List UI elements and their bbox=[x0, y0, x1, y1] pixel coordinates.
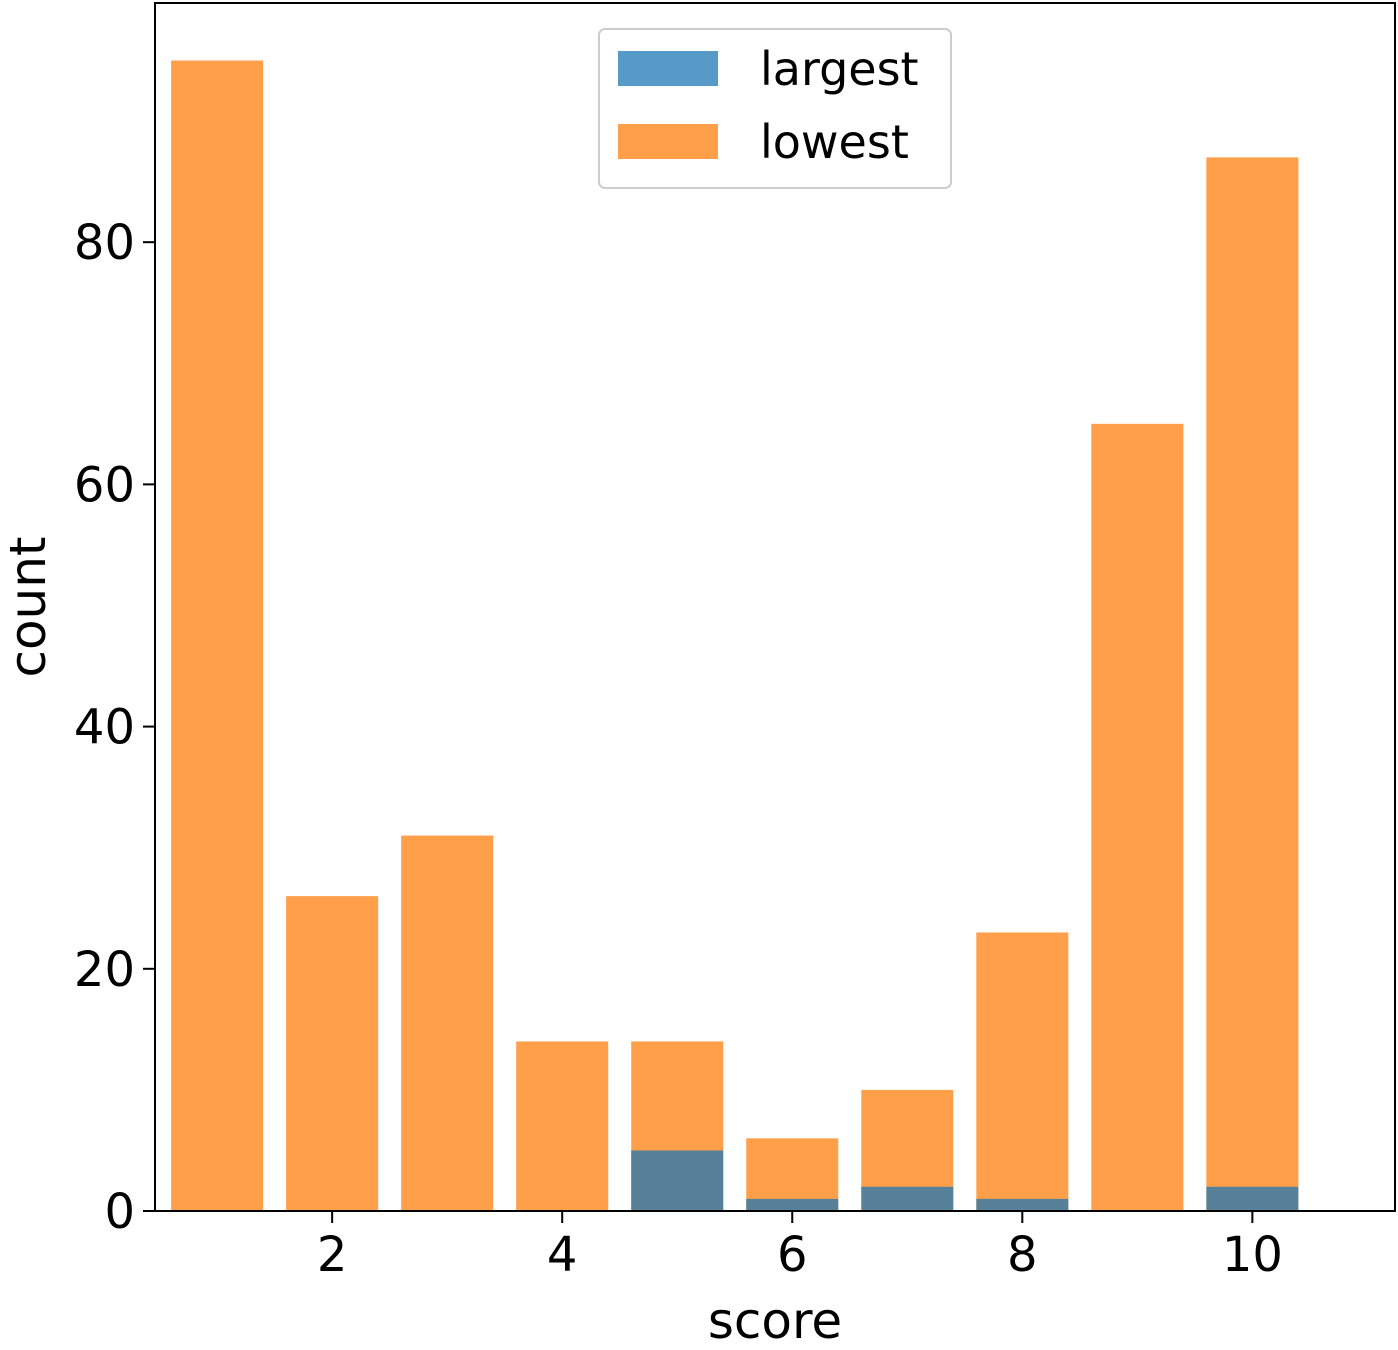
bar-largest-7 bbox=[861, 1186, 954, 1211]
y-tick-label-40: 40 bbox=[74, 700, 135, 756]
x-tick-label-4: 4 bbox=[547, 1227, 578, 1283]
y-tick-label-80: 80 bbox=[74, 215, 135, 271]
legend-label-largest: largest bbox=[760, 42, 919, 96]
y-tick-label-20: 20 bbox=[74, 942, 135, 998]
legend: largest lowest bbox=[598, 28, 952, 189]
bar-largest-10 bbox=[1206, 1186, 1299, 1211]
bar-largest-6 bbox=[746, 1198, 839, 1211]
x-tick-label-8: 8 bbox=[1007, 1227, 1038, 1283]
x-tick-label-6: 6 bbox=[777, 1227, 808, 1283]
bar-lowest-1 bbox=[171, 60, 264, 1212]
bar-lowest-8 bbox=[976, 932, 1069, 1211]
bar-lowest-10 bbox=[1206, 157, 1299, 1212]
legend-swatch-lowest bbox=[618, 124, 718, 159]
bar-lowest-3 bbox=[401, 835, 494, 1211]
x-axis-ticks: 2 4 6 8 10 bbox=[317, 1211, 1283, 1283]
x-tick-label-10: 10 bbox=[1222, 1227, 1283, 1283]
bar-largest-5 bbox=[631, 1150, 724, 1211]
x-axis-label: score bbox=[708, 1292, 842, 1350]
bar-largest-8 bbox=[976, 1198, 1069, 1211]
y-tick-label-60: 60 bbox=[74, 457, 135, 513]
plot-frame bbox=[154, 2, 1396, 1212]
bar-lowest-2 bbox=[286, 896, 379, 1211]
y-tick-label-0: 0 bbox=[104, 1184, 135, 1240]
legend-swatch-largest bbox=[618, 51, 718, 86]
bars-layer bbox=[171, 60, 1299, 1212]
x-tick-label-2: 2 bbox=[317, 1227, 348, 1283]
bar-lowest-9 bbox=[1091, 423, 1184, 1211]
y-axis-label: count bbox=[0, 536, 57, 677]
legend-label-lowest: lowest bbox=[760, 115, 909, 169]
bar-lowest-4 bbox=[516, 1041, 609, 1211]
y-axis-ticks: 0 20 40 60 80 bbox=[74, 215, 155, 1240]
